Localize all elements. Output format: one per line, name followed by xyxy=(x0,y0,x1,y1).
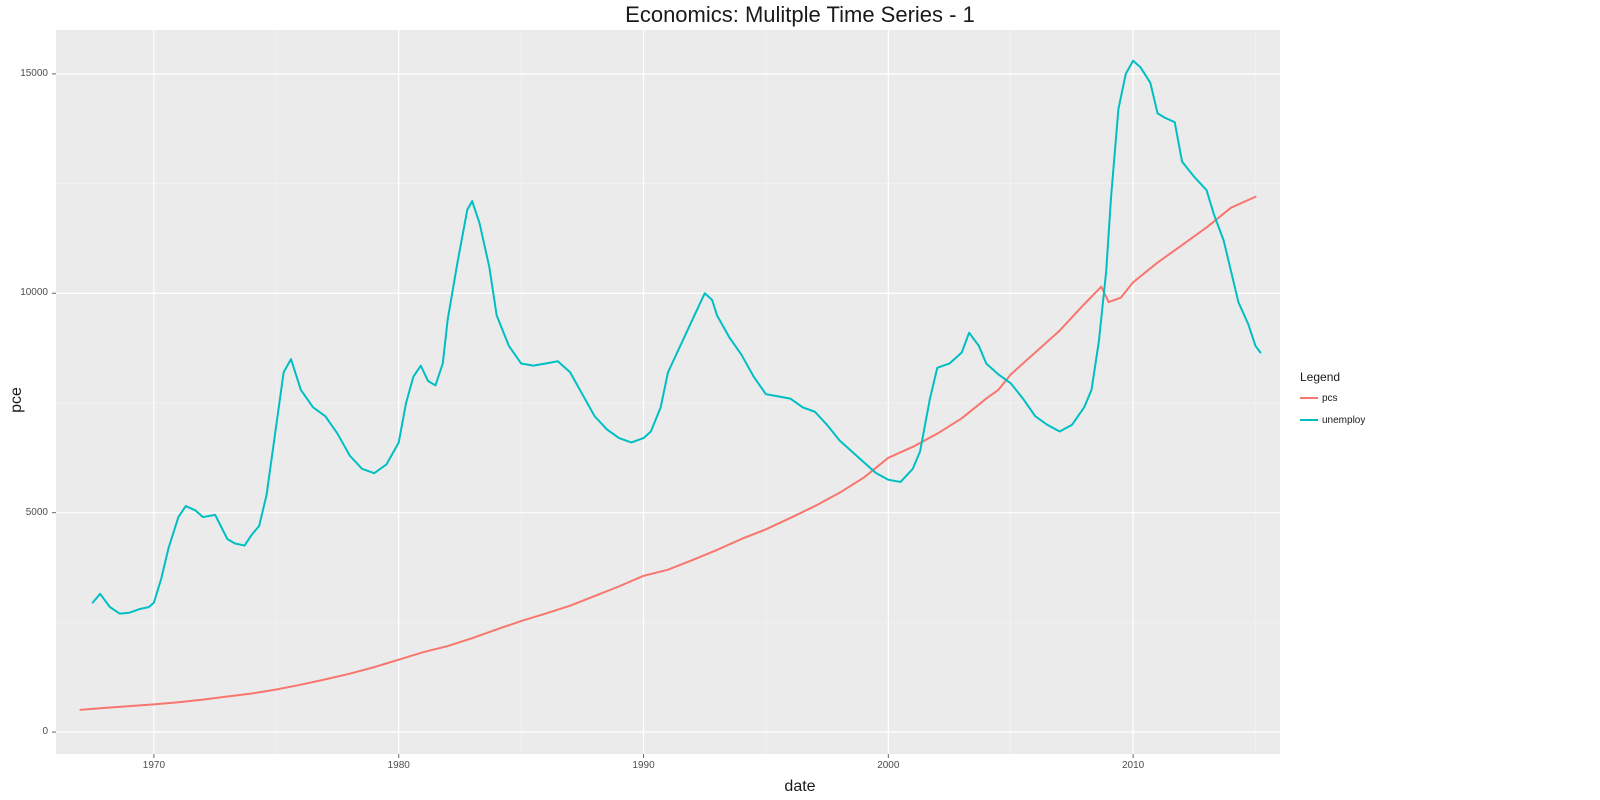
legend-key-icon xyxy=(1300,413,1318,427)
x-tick-label: 1990 xyxy=(629,760,659,771)
legend-label: unemploy xyxy=(1322,415,1365,426)
y-tick-label: 10000 xyxy=(8,287,48,298)
x-tick-label: 1980 xyxy=(384,760,414,771)
y-tick-label: 15000 xyxy=(8,68,48,79)
legend-item-unemploy: unemploy xyxy=(1300,412,1365,428)
x-tick-label: 2010 xyxy=(1118,760,1148,771)
x-tick-label: 1970 xyxy=(139,760,169,771)
y-tick-label: 0 xyxy=(8,726,48,737)
legend-title: Legend xyxy=(1300,370,1340,384)
x-tick-label: 2000 xyxy=(873,760,903,771)
chart-plot xyxy=(0,0,1600,800)
legend-label: pcs xyxy=(1322,393,1338,404)
y-tick-label: 5000 xyxy=(8,507,48,518)
legend-key-icon xyxy=(1300,391,1318,405)
legend-item-pcs: pcs xyxy=(1300,390,1338,406)
